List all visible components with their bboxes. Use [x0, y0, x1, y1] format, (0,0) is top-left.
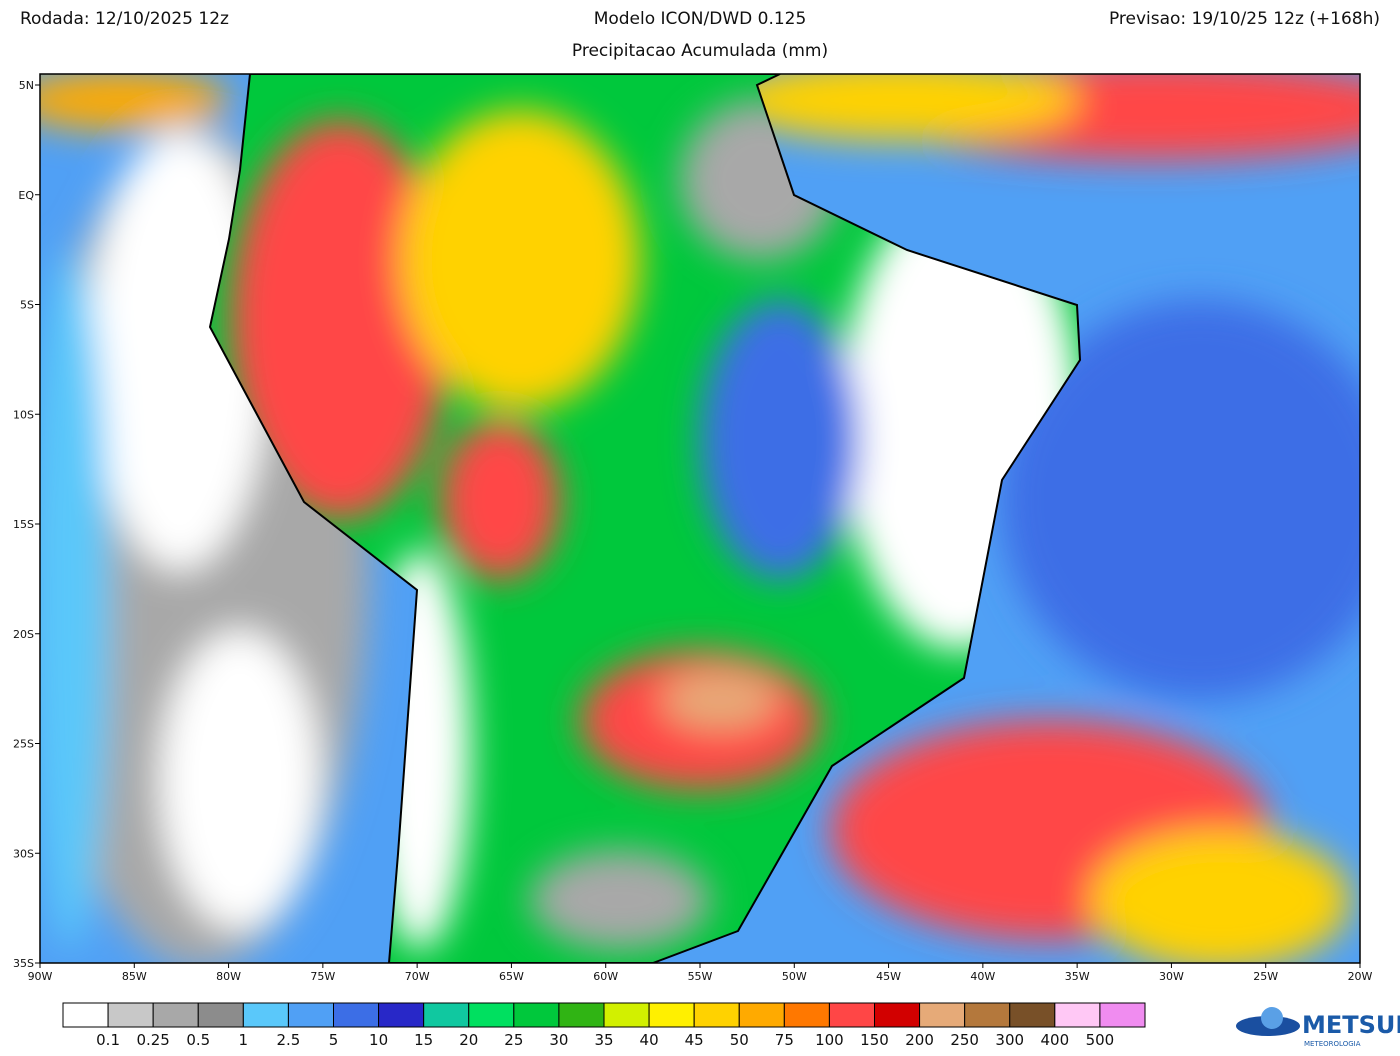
colorbar-box [738, 1002, 785, 1028]
colorbar-box [919, 1002, 966, 1028]
lon-label: 70W [405, 970, 430, 983]
model-name: Modelo ICON/DWD 0.125 [594, 9, 807, 29]
lon-label: 75W [310, 970, 335, 983]
colorbar-box [648, 1002, 695, 1028]
colorbar-label: 0.25 [136, 1031, 169, 1049]
lat-label: 35S [13, 957, 34, 970]
colorbar-box [378, 1002, 425, 1028]
colorbar-label: 300 [995, 1031, 1024, 1049]
colorbar-box [242, 1002, 289, 1028]
colorbar-label: 100 [815, 1031, 844, 1049]
lat-label: 20S [13, 628, 34, 641]
colorbar-box [513, 1002, 560, 1028]
colorbar-label: 15 [414, 1031, 433, 1049]
lon-label: 30W [1159, 970, 1184, 983]
lat-label: 15S [13, 518, 34, 531]
lat-label: EQ [18, 189, 34, 202]
colorbar-box [1054, 1002, 1101, 1028]
logo-sub: METEOROLOGIA [1304, 1040, 1361, 1048]
lon-label: 90W [28, 970, 53, 983]
colorbar-label: 1 [239, 1031, 249, 1049]
colorbar-label: 25 [504, 1031, 523, 1049]
colorbar-box [423, 1002, 470, 1028]
lon-label: 65W [499, 970, 524, 983]
colorbar-box [783, 1002, 830, 1028]
colorbar-box [152, 1002, 199, 1028]
colorbar-label: 20 [459, 1031, 478, 1049]
colorbar-label: 35 [594, 1031, 613, 1049]
lat-label: 30S [13, 847, 34, 860]
colorbar-label: 75 [775, 1031, 794, 1049]
forecast-time: Previsao: 19/10/25 12z (+168h) [1109, 9, 1380, 29]
colorbar-box [287, 1002, 334, 1028]
lat-label: 5S [20, 299, 34, 312]
lon-label: 25W [1253, 970, 1278, 983]
colorbar-label: 500 [1086, 1031, 1115, 1049]
colorbar-box [62, 1002, 109, 1028]
lat-label: 25S [13, 738, 34, 751]
colorbar-label: 45 [685, 1031, 704, 1049]
lon-label: 50W [782, 970, 807, 983]
colorbar-box [1099, 1002, 1146, 1028]
colorbar-label: 250 [950, 1031, 979, 1049]
logo: METSUL METEOROLOGIA [1236, 1007, 1400, 1048]
lat-label: 10S [13, 408, 34, 421]
colorbar-label: 2.5 [276, 1031, 300, 1049]
colorbar-box [964, 1002, 1011, 1028]
lat-label: 5N [19, 79, 34, 92]
logo-name: METSUL [1302, 1011, 1400, 1039]
colorbar-box [874, 1002, 921, 1028]
colorbar-label: 200 [905, 1031, 934, 1049]
colorbar-box [107, 1002, 154, 1028]
lon-label: 40W [970, 970, 995, 983]
colorbar-box [333, 1002, 380, 1028]
lon-label: 45W [876, 970, 901, 983]
colorbar-label: 0.5 [186, 1031, 210, 1049]
colorbar-box [828, 1002, 876, 1028]
colorbar-box [1009, 1002, 1056, 1028]
map [40, 74, 1360, 963]
colorbar-label: 5 [329, 1031, 339, 1049]
colorbar-box [603, 1002, 650, 1028]
colorbar-box [197, 1002, 244, 1028]
colorbar-label: 40 [640, 1031, 659, 1049]
colorbar-box [693, 1002, 740, 1028]
lon-label: 35W [1065, 970, 1090, 983]
run-time: Rodada: 12/10/2025 12z [20, 9, 229, 29]
colorbar-label: 50 [730, 1031, 749, 1049]
lon-label: 55W [688, 970, 713, 983]
lon-label: 20W [1348, 970, 1373, 983]
colorbar-box [468, 1002, 515, 1028]
lon-label: 80W [216, 970, 241, 983]
lon-label: 60W [593, 970, 618, 983]
colorbar-label: 150 [860, 1031, 889, 1049]
colorbar-label: 30 [549, 1031, 568, 1049]
colorbar-label: 400 [1041, 1031, 1070, 1049]
colorbar-label: 0.1 [96, 1031, 120, 1049]
field-name: Precipitacao Acumulada (mm) [572, 41, 828, 61]
lon-label: 85W [122, 970, 147, 983]
colorbar-label: 10 [369, 1031, 388, 1049]
colorbar-box [558, 1002, 605, 1028]
